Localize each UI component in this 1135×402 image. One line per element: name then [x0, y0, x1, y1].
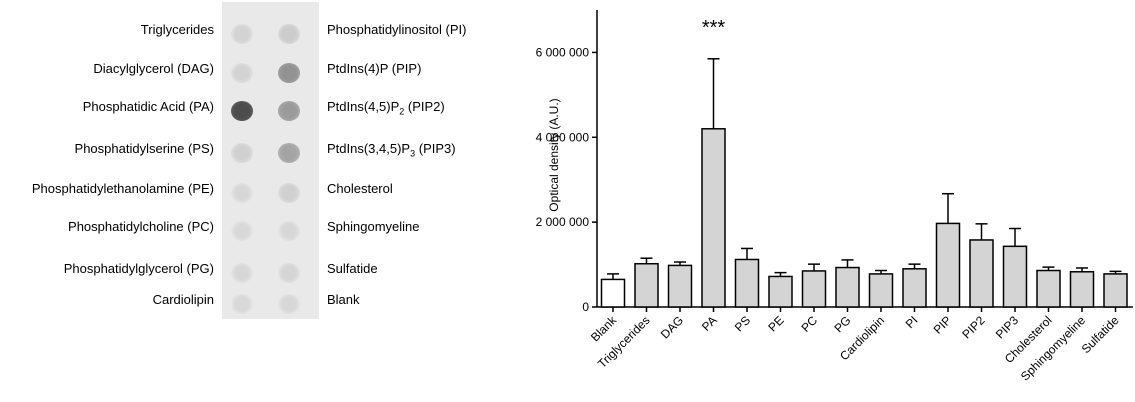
- blot-spot: [231, 101, 253, 121]
- blot-right-label: Phosphatidylinositol (PI): [327, 22, 467, 37]
- bar-triglycerides: [634, 262, 659, 308]
- blot-spot: [278, 143, 300, 163]
- blot-right-label: PtdIns(4)P (PIP): [327, 61, 422, 76]
- blot-right-label: Sphingomyeline: [327, 219, 420, 234]
- y-tick-label: 0: [582, 300, 589, 314]
- blot-spot: [231, 221, 253, 241]
- blot-left-label: Phosphatidylglycerol (PG): [63, 261, 214, 276]
- blot-right-label: PtdIns(4,5)P2 (PIP2): [327, 99, 445, 117]
- significance-marker: ***: [702, 17, 726, 39]
- blot-spot: [278, 294, 300, 314]
- bars-group: [600, 58, 1128, 308]
- bar-sphingomyeline: [1069, 271, 1095, 308]
- blot-spot: [278, 63, 300, 83]
- blot-spot: [278, 24, 300, 44]
- bar-pa: [701, 128, 726, 308]
- bar-blank: [600, 278, 626, 308]
- x-tick-label: PIP2: [959, 313, 988, 342]
- blot-spot: [278, 183, 300, 203]
- blot-spot: [231, 24, 253, 44]
- blot-spot: [231, 143, 253, 163]
- x-tick-label: PC: [798, 313, 820, 335]
- bar-pip3: [1002, 245, 1028, 308]
- x-tick-label: PE: [765, 313, 786, 334]
- annotations: ***: [702, 17, 726, 39]
- y-tick-label: 2 000 000: [536, 215, 590, 229]
- x-tick-label: PA: [699, 313, 720, 334]
- chart-axes: 0 2 000 000 4 000 000 6 000 000: [536, 10, 1133, 314]
- x-tick-label: PIP: [931, 313, 955, 337]
- dot-blot-membrane: [222, 2, 319, 319]
- blot-left-label: Phosphatidylcholine (PC): [68, 219, 214, 234]
- blot-spot: [278, 101, 300, 121]
- x-tick-label: DAG: [658, 313, 686, 341]
- blot-left-label: Cardiolipin: [152, 292, 214, 307]
- blot-spot: [231, 294, 253, 314]
- bar-chart: 0 2 000 000 4 000 000 6 000 000 Optical den…: [536, 10, 1133, 384]
- x-tick-label: PIP3: [993, 313, 1022, 342]
- x-tick-label: Sulfatide: [1079, 313, 1122, 356]
- bar-ps: [734, 258, 760, 308]
- blot-spot: [278, 263, 300, 283]
- blot-spot: [231, 63, 253, 83]
- bar-pc: [801, 270, 827, 308]
- bar-sulfatide: [1103, 273, 1128, 308]
- bar-pip: [935, 222, 961, 308]
- x-tick-label: PI: [903, 313, 921, 331]
- blot-left-label: Phosphatidylserine (PS): [74, 141, 214, 156]
- blot-right-label: PtdIns(3,4,5)P3 (PIP3): [327, 141, 456, 159]
- blot-left-label: Phosphatidic Acid (PA): [82, 99, 214, 114]
- bar-pg: [835, 266, 860, 308]
- blot-left-label: Phosphatidylethanolamine (PE): [31, 181, 214, 196]
- bar-pi: [902, 268, 927, 308]
- y-tick-label: 4 000 000: [536, 130, 590, 144]
- blot-spot: [231, 183, 253, 203]
- blot-right-label: Cholesterol: [327, 181, 393, 196]
- blot-right-label: Sulfatide: [327, 261, 378, 276]
- y-tick-label: 6 000 000: [536, 45, 590, 59]
- blot-spot: [231, 263, 253, 283]
- y-axis-label: Optical density (A.U.): [547, 98, 561, 211]
- bar-pip2: [969, 239, 994, 308]
- x-tick-label: PG: [831, 313, 853, 335]
- bar-cardiolipin: [868, 273, 894, 308]
- blot-spot: [278, 221, 300, 241]
- bar-cholesterol: [1036, 269, 1061, 308]
- bar-pe: [768, 275, 793, 308]
- blot-left-label: Diacylglycerol (DAG): [93, 61, 214, 76]
- bar-dag: [667, 264, 693, 308]
- blot-right-label: Blank: [327, 292, 360, 307]
- blot-left-label: Triglycerides: [140, 22, 214, 37]
- x-tick-label: PS: [732, 313, 753, 334]
